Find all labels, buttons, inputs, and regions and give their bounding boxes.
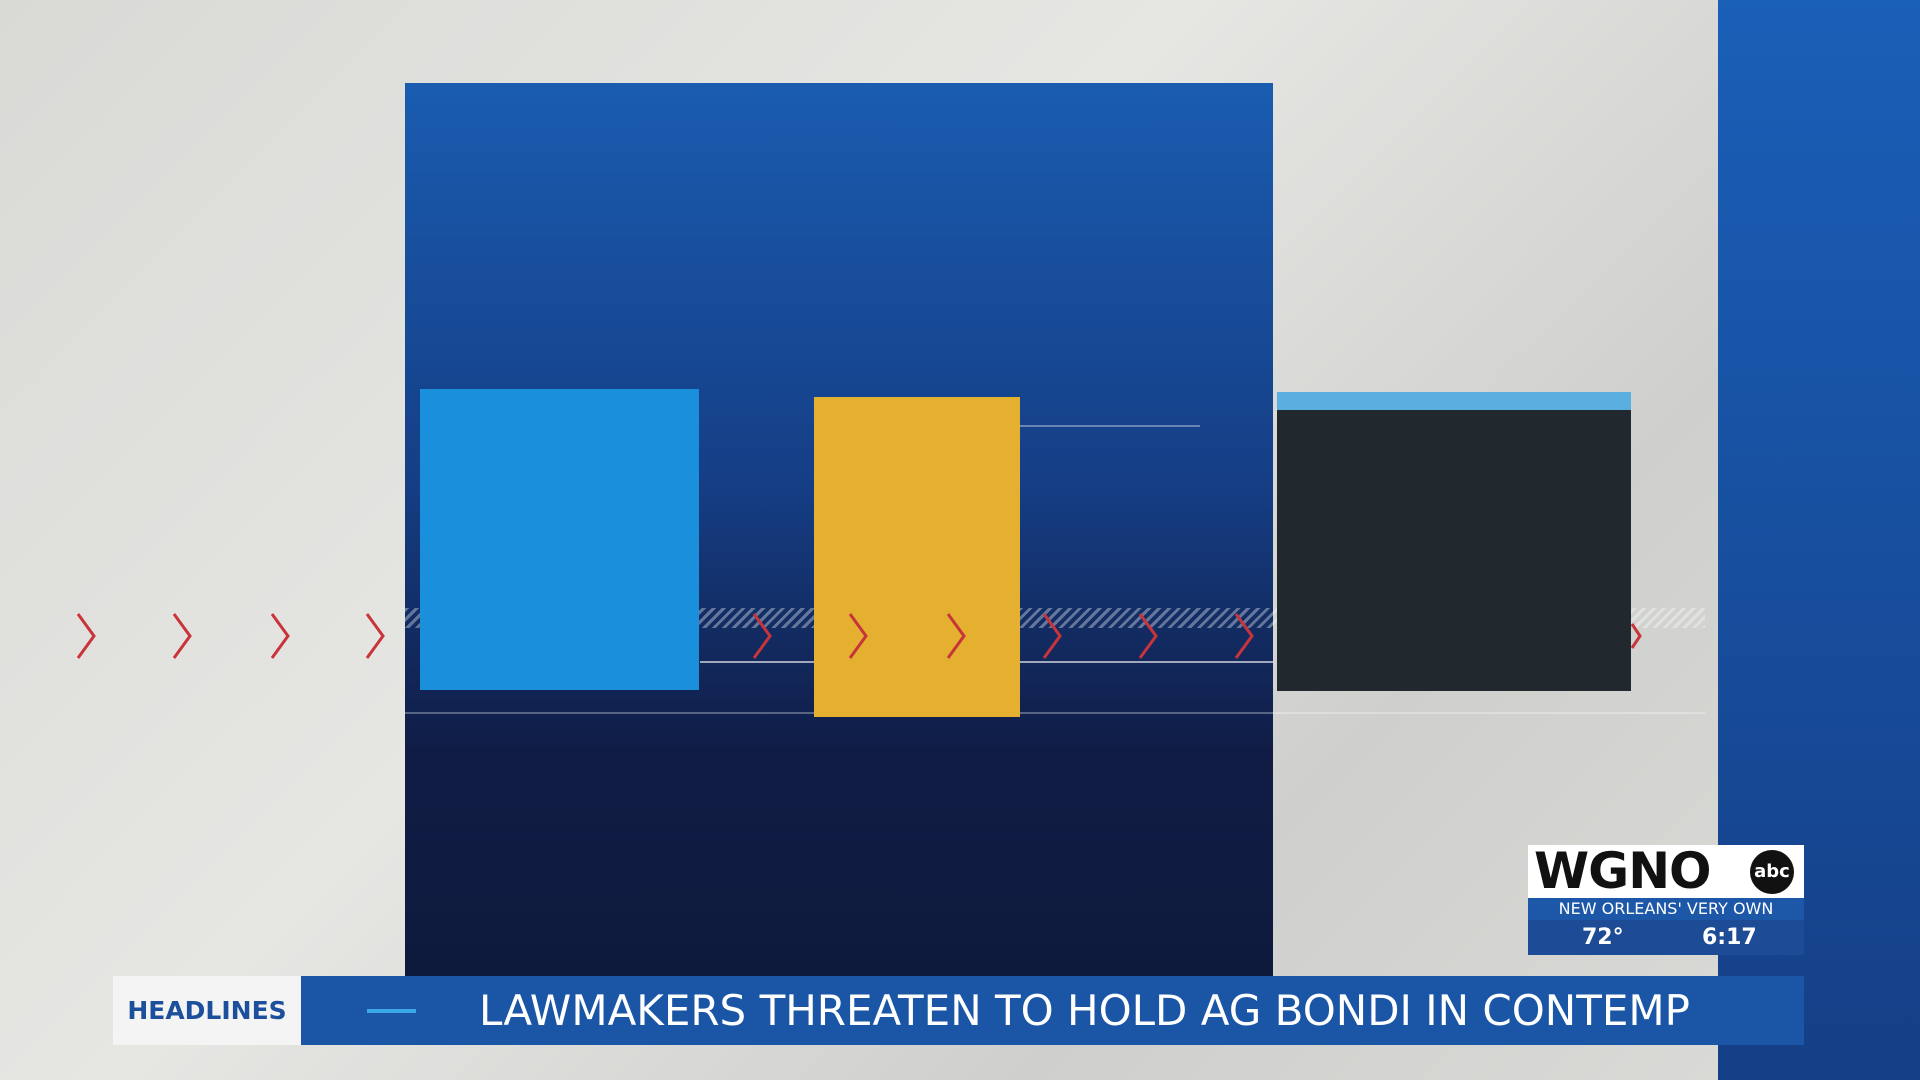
chevron-row <box>76 613 1642 659</box>
ticker-band: LAWMAKERS THREATEN TO HOLD AG BONDI IN C… <box>301 976 1804 1045</box>
ticker-headline: LAWMAKERS THREATEN TO HOLD AG BONDI IN C… <box>479 986 1690 1035</box>
chevron <box>1042 613 1062 659</box>
slogan: NEW ORLEANS' VERY OWN <box>1558 899 1774 918</box>
chevron <box>752 613 772 659</box>
ticker-label-box: HEADLINES <box>113 976 301 1045</box>
chevron <box>270 613 290 659</box>
ticker-dash <box>367 1009 416 1013</box>
yellow-box <box>814 397 1020 717</box>
logo-box: WGNO abc NEW ORLEANS' VERY OWN 72° 6:17 <box>1528 845 1804 955</box>
station-name: WGNO <box>1534 842 1712 900</box>
chevron <box>172 613 192 659</box>
temperature: 72° <box>1582 925 1624 950</box>
line <box>880 425 1200 427</box>
ticker-label: HEADLINES <box>127 996 287 1025</box>
clock: 6:17 <box>1702 925 1757 950</box>
chevron <box>946 613 966 659</box>
chevron <box>365 613 385 659</box>
dark-box <box>1277 392 1631 691</box>
status-bar: 72° 6:17 <box>1528 920 1804 955</box>
logo-top: WGNO abc <box>1528 845 1804 898</box>
network-logo: abc <box>1750 850 1794 894</box>
chevron <box>848 613 868 659</box>
chevron <box>1138 613 1158 659</box>
chevron <box>1234 613 1254 659</box>
line <box>405 712 1705 714</box>
chevron <box>1630 623 1642 649</box>
blue-box <box>420 389 699 690</box>
chevron <box>76 613 96 659</box>
